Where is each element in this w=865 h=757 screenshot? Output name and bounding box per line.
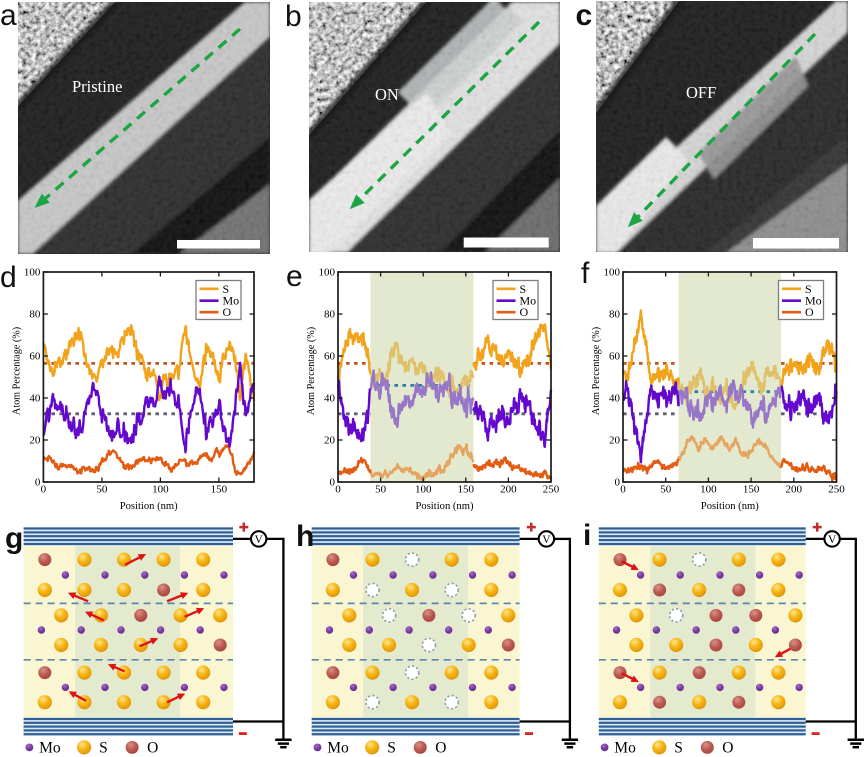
svg-text:O: O (223, 305, 232, 319)
svg-text:O: O (805, 305, 814, 319)
svg-text:200: 200 (786, 484, 803, 496)
svg-text:60: 60 (609, 351, 621, 363)
svg-text:100: 100 (152, 484, 169, 496)
svg-text:100: 100 (319, 267, 336, 279)
svg-text:0: 0 (35, 477, 41, 489)
svg-text:60: 60 (29, 351, 41, 363)
svg-text:150: 150 (458, 484, 475, 496)
svg-text:20: 20 (324, 435, 336, 447)
svg-text:Mo: Mo (805, 294, 822, 308)
svg-text:150: 150 (211, 484, 228, 496)
svg-text:Atom Percentage (%): Atom Percentage (%) (306, 327, 317, 415)
svg-text:0: 0 (620, 484, 626, 496)
svg-text:100: 100 (24, 267, 41, 279)
svg-text:S: S (99, 739, 108, 756)
svg-text:80: 80 (324, 309, 336, 321)
svg-text:Mo: Mo (327, 739, 349, 756)
svg-text:Atom Percentage (%): Atom Percentage (%) (11, 327, 22, 415)
svg-text:80: 80 (609, 309, 621, 321)
svg-text:40: 40 (324, 393, 336, 405)
svg-text:Mo: Mo (39, 739, 61, 756)
svg-text:200: 200 (500, 484, 517, 496)
svg-text:Mo: Mo (223, 294, 240, 308)
svg-text:50: 50 (375, 484, 387, 496)
svg-text:50: 50 (660, 484, 672, 496)
svg-text:60: 60 (324, 351, 336, 363)
svg-text:O: O (435, 739, 446, 756)
svg-text:Position (nm): Position (nm) (416, 501, 474, 512)
svg-text:S: S (520, 282, 527, 296)
svg-text:0: 0 (335, 484, 341, 496)
svg-text:40: 40 (609, 393, 621, 405)
svg-text:100: 100 (604, 267, 621, 279)
svg-text:V: V (828, 534, 837, 546)
svg-text:Position (nm): Position (nm) (120, 501, 178, 512)
svg-text:20: 20 (609, 435, 621, 447)
svg-text:40: 40 (29, 393, 41, 405)
svg-text:Mo: Mo (614, 739, 636, 756)
svg-text:100: 100 (700, 484, 717, 496)
svg-text:250: 250 (828, 484, 845, 496)
svg-text:50: 50 (96, 484, 108, 496)
svg-text:20: 20 (29, 435, 41, 447)
svg-text:V: V (542, 534, 551, 546)
svg-text:Pristine: Pristine (72, 77, 122, 96)
svg-text:0: 0 (330, 477, 336, 489)
svg-text:150: 150 (743, 484, 760, 496)
svg-text:80: 80 (29, 309, 41, 321)
svg-text:S: S (805, 282, 812, 296)
svg-text:250: 250 (543, 484, 560, 496)
svg-text:S: S (223, 282, 230, 296)
svg-text:Atom Percentage (%): Atom Percentage (%) (591, 327, 602, 415)
svg-text:100: 100 (415, 484, 432, 496)
svg-text:V: V (255, 534, 264, 546)
svg-text:Position (nm): Position (nm) (701, 501, 759, 512)
svg-text:0: 0 (41, 484, 47, 496)
svg-text:Mo: Mo (520, 294, 537, 308)
svg-text:OFF: OFF (686, 83, 716, 102)
svg-text:O: O (147, 739, 158, 756)
svg-text:O: O (722, 739, 733, 756)
svg-text:S: S (674, 739, 683, 756)
svg-text:S: S (387, 739, 396, 756)
svg-text:0: 0 (615, 477, 621, 489)
svg-text:O: O (520, 305, 529, 319)
svg-text:ON: ON (375, 85, 399, 104)
